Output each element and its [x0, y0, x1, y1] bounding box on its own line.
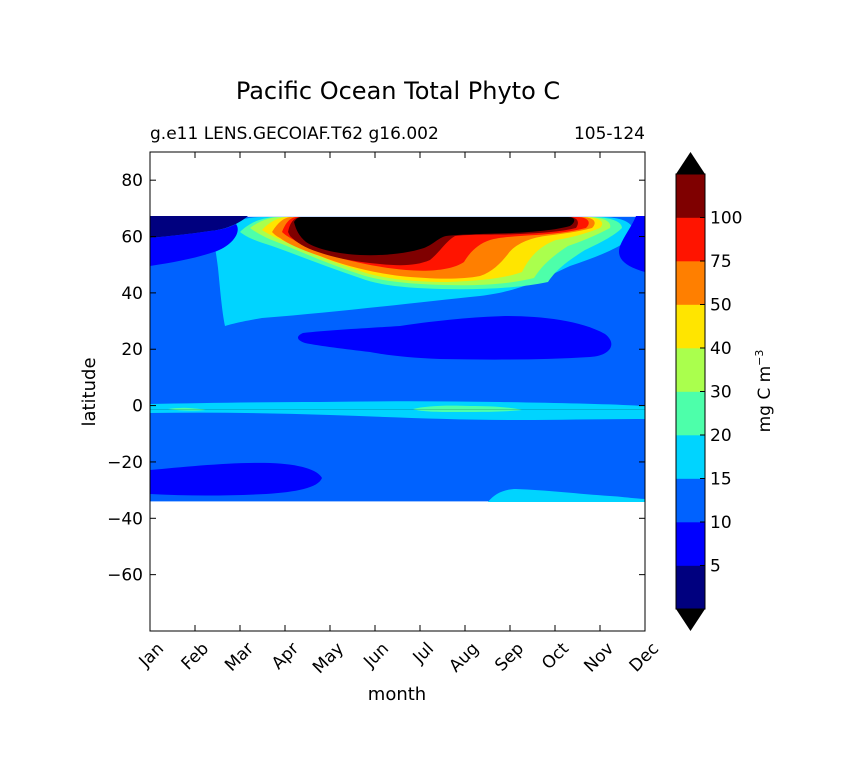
colorbar-swatch — [676, 391, 705, 436]
y-axis-ticks: 80 60 40 20 0 −20 −40 −60 — [107, 171, 645, 586]
colorbar-swatch — [676, 174, 705, 218]
x-tick-label: Jun — [359, 639, 393, 673]
region-equatorial-band — [150, 401, 645, 420]
colorbar-tick-label: 10 — [710, 513, 732, 533]
colorbar-over-triangle — [676, 152, 705, 174]
colorbar-swatch — [676, 435, 705, 479]
region-northwest-corner-blue — [150, 224, 238, 266]
x-tick-label: Oct — [538, 639, 573, 674]
colorbar-tick-label: 20 — [710, 426, 732, 446]
region-equatorial-dark-line — [150, 409, 645, 410]
chart-title: Pacific Ocean Total Phyto C — [236, 77, 560, 105]
x-tick-label: Dec — [626, 639, 663, 676]
contour-field — [150, 216, 645, 502]
y-tick-label: 60 — [121, 228, 143, 248]
x-tick-label: Aug — [445, 639, 483, 677]
y-axis-label: latitude — [79, 357, 100, 426]
colorbar-tick-label: 50 — [710, 296, 732, 316]
y-tick-label: −20 — [107, 453, 143, 473]
colorbar-swatch — [676, 217, 705, 262]
region-subtropical-gyre-south — [150, 462, 322, 496]
y-tick-label: −40 — [107, 509, 143, 529]
colorbar-swatch — [676, 348, 705, 392]
y-tick-label: 20 — [121, 340, 143, 360]
y-tick-label: 40 — [121, 284, 143, 304]
colorbar-tick-label: 5 — [710, 557, 721, 577]
colorbar-swatch — [676, 478, 705, 523]
colorbar-tick-label: 40 — [710, 339, 732, 359]
x-tick-label: Mar — [221, 639, 258, 676]
x-tick-label: Feb — [178, 639, 213, 674]
region-equatorial-green-streak-aug — [413, 405, 522, 412]
region-equatorial-green-streak-jan — [168, 407, 206, 411]
x-axis-label: month — [368, 684, 426, 705]
colorbar-under-triangle — [676, 609, 705, 631]
region-northeast-dec-blue — [619, 216, 645, 272]
colorbar: 5 10 15 20 30 40 50 75 100 mg C m−3 — [675, 152, 775, 631]
y-tick-label: 80 — [121, 171, 143, 191]
plot-area: 80 60 40 20 0 −20 −40 −60 Jan Feb Mar Apr May Jun Jul… — [107, 151, 663, 678]
colorbar-tick-label: 100 — [710, 209, 742, 229]
region-south-edge-light — [488, 489, 645, 502]
y-tick-label: −60 — [107, 566, 143, 586]
colorbar-ticks: 5 10 15 20 30 40 50 75 100 — [700, 209, 742, 577]
colorbar-label-text: mg C m — [755, 366, 775, 433]
x-tick-label: May — [309, 639, 348, 678]
x-tick-label: Jan — [135, 639, 168, 672]
colorbar-tick-label: 75 — [710, 252, 732, 272]
colorbar-swatch — [676, 565, 705, 610]
colorbar-label: mg C m−3 — [753, 350, 775, 433]
colorbar-swatches — [676, 174, 705, 610]
region-northwest-corner-dark — [150, 216, 248, 238]
colorbar-swatch — [676, 522, 705, 566]
x-tick-label: Apr — [268, 639, 303, 674]
colorbar-swatch — [676, 304, 705, 349]
region-subtropical-gyre-north — [297, 316, 612, 360]
colorbar-tick-label: 15 — [710, 470, 732, 490]
chart-subtitle-left: g.e11 LENS.GECOIAF.T62 g16.002 — [150, 124, 439, 144]
x-tick-label: Nov — [580, 639, 618, 677]
chart-subtitle-right: 105-124 — [574, 124, 645, 144]
x-tick-label: Sep — [491, 639, 528, 676]
colorbar-tick-label: 30 — [710, 383, 732, 403]
x-tick-label: Jul — [409, 639, 438, 668]
colorbar-swatch — [676, 261, 705, 305]
colorbar-label-exponent: −3 — [753, 350, 766, 366]
plot-frame — [149, 151, 646, 632]
y-tick-label: 0 — [132, 397, 143, 417]
region-north-bloom-peak — [294, 217, 575, 256]
